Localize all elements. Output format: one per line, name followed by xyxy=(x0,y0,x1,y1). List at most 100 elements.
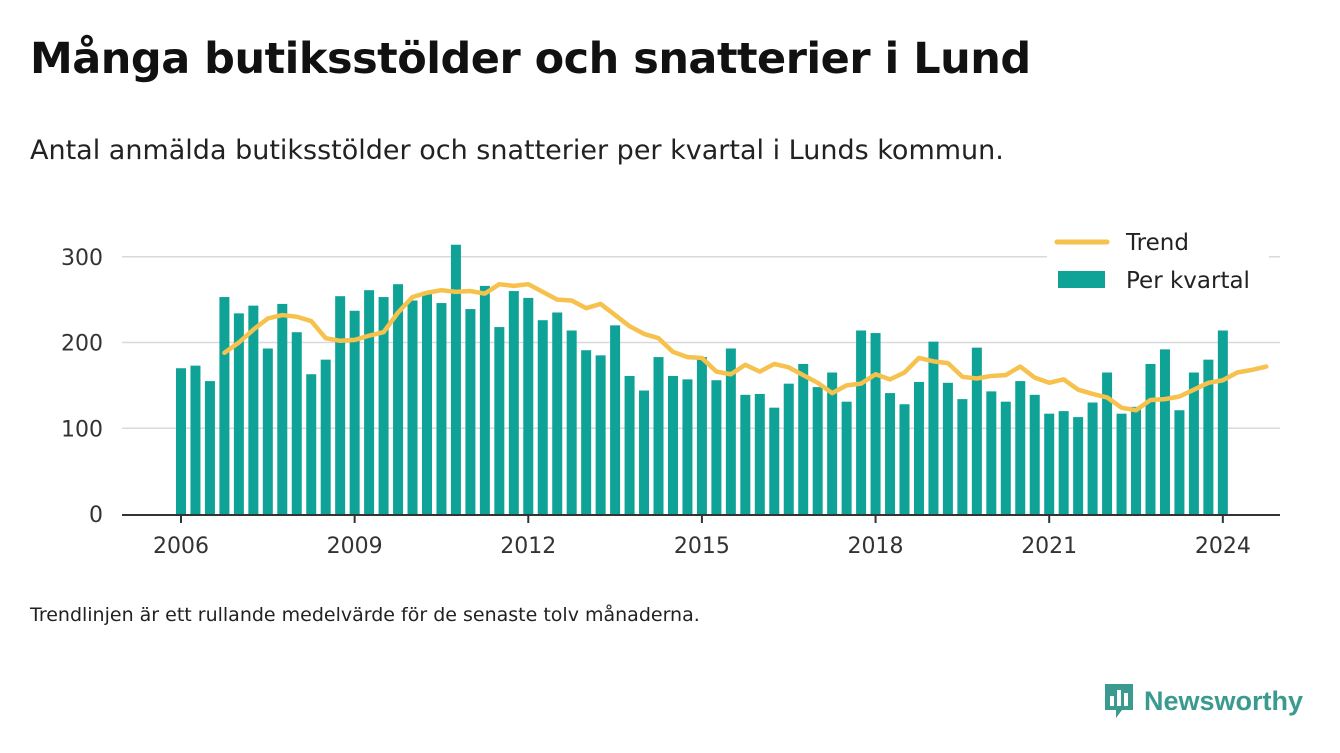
bar xyxy=(364,290,375,514)
x-tick-labels: 2006 2009 2012 2015 2018 2021 2024 xyxy=(153,515,1251,559)
bar xyxy=(233,313,244,515)
bar xyxy=(682,379,693,514)
bar xyxy=(610,325,621,514)
bar xyxy=(248,305,259,514)
bar xyxy=(986,391,997,514)
bar xyxy=(899,404,910,514)
x-tick-label: 2018 xyxy=(848,534,904,559)
bar xyxy=(1159,349,1170,514)
bar xyxy=(479,285,490,514)
bar xyxy=(1044,413,1055,514)
x-tick-label: 2015 xyxy=(674,534,730,559)
bar xyxy=(508,291,519,514)
bar xyxy=(1131,406,1142,514)
bar xyxy=(219,297,230,514)
bar xyxy=(812,387,823,514)
bar xyxy=(407,300,418,514)
brand-logo: Newsworthy xyxy=(1102,682,1303,720)
x-tick-label: 2021 xyxy=(1021,534,1077,559)
bar xyxy=(465,309,476,514)
bar xyxy=(870,333,881,514)
bar xyxy=(306,374,317,514)
y-tick-label: 200 xyxy=(61,332,103,357)
bar xyxy=(277,303,288,514)
bar xyxy=(204,381,215,514)
bar xyxy=(885,393,896,514)
bar xyxy=(928,341,939,514)
bar xyxy=(1029,394,1040,514)
y-tick-labels: 0 100 200 300 xyxy=(61,246,103,528)
bar xyxy=(291,332,302,514)
y-tick-label: 300 xyxy=(61,246,103,271)
bar xyxy=(740,394,751,514)
bar xyxy=(1000,401,1011,514)
y-tick-label: 0 xyxy=(89,503,103,528)
bar xyxy=(1116,413,1127,514)
bar xyxy=(523,297,534,514)
bar xyxy=(798,363,809,514)
bar xyxy=(827,372,838,514)
bar xyxy=(667,375,678,514)
bar xyxy=(1217,330,1228,514)
bar xyxy=(711,380,722,514)
legend-bar-swatch xyxy=(1058,271,1105,288)
bar xyxy=(450,244,461,514)
bar xyxy=(262,348,273,514)
bar xyxy=(624,375,635,514)
bar xyxy=(320,359,331,514)
bar xyxy=(595,355,606,514)
bar xyxy=(1188,372,1199,514)
legend: Trend Per kvartal xyxy=(1047,225,1269,305)
bar xyxy=(566,330,577,514)
chart-footnote: Trendlinjen är ett rullande medelvärde f… xyxy=(30,604,700,626)
bar xyxy=(942,382,953,514)
bar-series-per-kvartal xyxy=(176,244,1228,515)
bar xyxy=(1145,363,1156,514)
y-tick-label: 100 xyxy=(61,417,103,442)
chart-subtitle: Antal anmälda butiksstölder och snatteri… xyxy=(30,135,1004,166)
x-tick-label: 2012 xyxy=(500,534,556,559)
bar xyxy=(1203,359,1214,514)
bar xyxy=(537,320,548,514)
bar xyxy=(913,381,924,514)
bar xyxy=(378,297,389,514)
bar xyxy=(841,401,852,514)
bar xyxy=(1073,417,1084,514)
bar xyxy=(653,357,664,514)
x-tick-label: 2006 xyxy=(153,534,209,559)
bar xyxy=(971,347,982,514)
bar xyxy=(639,390,650,514)
brand-name: Newsworthy xyxy=(1144,685,1304,716)
bar xyxy=(552,312,563,514)
bar xyxy=(754,393,765,514)
bar xyxy=(1087,402,1098,514)
bar xyxy=(957,399,968,515)
bar xyxy=(1058,411,1069,514)
bar xyxy=(581,350,592,514)
x-tick-label: 2024 xyxy=(1195,534,1251,559)
bar xyxy=(1015,381,1026,514)
bar xyxy=(393,284,404,514)
bar xyxy=(1174,410,1185,514)
legend-trend-label: Trend xyxy=(1125,230,1189,256)
bar xyxy=(725,348,736,514)
bar xyxy=(856,330,867,514)
bar xyxy=(783,383,794,514)
bar xyxy=(190,365,201,514)
legend-bar-label: Per kvartal xyxy=(1126,268,1250,294)
bar xyxy=(349,310,360,514)
bar xyxy=(436,303,447,514)
bar xyxy=(421,292,432,514)
x-tick-label: 2009 xyxy=(327,534,383,559)
bar xyxy=(335,296,346,514)
bar xyxy=(696,357,707,514)
newsworthy-logo-icon xyxy=(1105,684,1133,718)
chart-title: Många butiksstölder och snatterier i Lun… xyxy=(30,34,1031,84)
legend-background xyxy=(1047,225,1269,305)
bar xyxy=(176,368,186,515)
bar xyxy=(769,407,780,514)
bar xyxy=(1102,372,1113,514)
bar xyxy=(494,327,505,514)
trend-line xyxy=(222,281,1269,413)
